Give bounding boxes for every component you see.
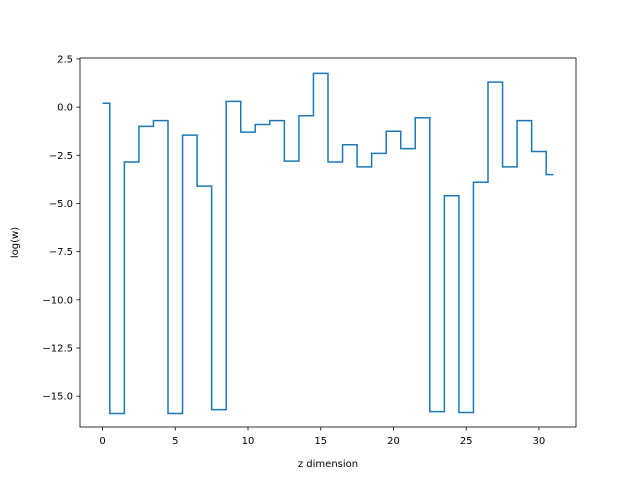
series-line xyxy=(102,72,554,415)
y-tick-label: −2.5 xyxy=(49,151,73,162)
x-axis-label: z dimension xyxy=(298,459,358,470)
y-tick-label: −15.0 xyxy=(42,392,73,403)
x-tick-label: 30 xyxy=(533,436,546,447)
x-tick-label: 5 xyxy=(172,436,178,447)
y-tick-label: 0.0 xyxy=(57,103,73,114)
y-tick-label: −5.0 xyxy=(49,199,73,210)
y-tick-label: −12.5 xyxy=(42,343,73,354)
y-tick-label: 2.5 xyxy=(57,54,73,65)
x-tick-label: 25 xyxy=(460,436,473,447)
plot-content xyxy=(102,72,554,415)
x-tick-label: 10 xyxy=(242,436,255,447)
x-tick-label: 20 xyxy=(387,436,400,447)
y-tick-label: −7.5 xyxy=(49,247,73,258)
plot-frame xyxy=(79,57,577,428)
x-tick-label: 15 xyxy=(314,436,327,447)
x-axis-ticks: 0 5 10 15 20 25 30 xyxy=(99,427,545,447)
y-axis-label: log(w) xyxy=(10,227,21,258)
x-tick-label: 0 xyxy=(99,436,105,447)
y-tick-label: −10.0 xyxy=(42,295,73,306)
y-axis-ticks: 2.5 0.0 −2.5 −5.0 −7.5 −10.0 −12.5 −15.0 xyxy=(42,54,80,403)
